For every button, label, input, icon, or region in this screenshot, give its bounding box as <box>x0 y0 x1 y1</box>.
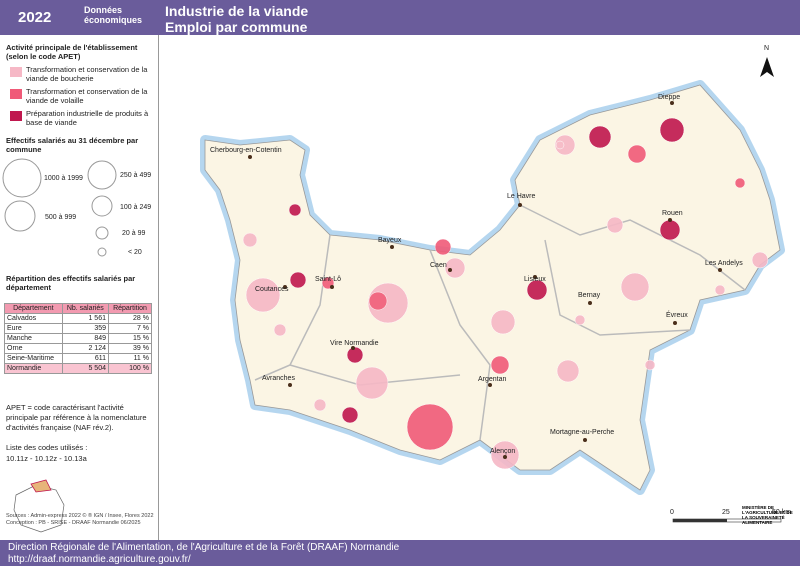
legend-item: Transformation et conservation de la via… <box>26 65 148 83</box>
column-header: Répartition <box>108 303 152 314</box>
size-class: 500 à 999 <box>45 214 76 221</box>
size-class: 1000 à 1999 <box>44 175 83 182</box>
city: Vire Normandie <box>330 340 379 347</box>
city-labels: Dieppe Cherbourg-en-Cotentin Le Havre Ro… <box>210 94 743 455</box>
legend-item: Transformation et conservation de la via… <box>26 87 148 105</box>
city: Lisieux <box>524 276 546 283</box>
size-legend: 1000 à 1999 250 à 499 500 à 999 100 à 24… <box>2 158 151 257</box>
ministry: MINISTÈRE DE L'AGRICULTURE ET DE LA SOUV… <box>742 505 793 525</box>
column-header: Département <box>4 303 63 314</box>
scale-label: 50 km <box>772 509 791 516</box>
year: 2022 <box>18 9 52 26</box>
city: Cherbourg-en-Cotentin <box>210 147 282 154</box>
city: Bayeux <box>378 237 402 244</box>
cell: Orne <box>4 343 63 354</box>
title: Industrie de la viande <box>165 3 309 19</box>
cell: 5 504 <box>61 363 110 374</box>
header: 2022 Données économiques Industrie de la… <box>0 0 800 35</box>
swatch <box>10 111 22 121</box>
city: Le Havre <box>507 193 536 200</box>
footer-url[interactable]: http://draaf.normandie.agriculture.gouv.… <box>8 554 191 565</box>
table-title: Répartition des effectifs salariés par d… <box>6 274 136 292</box>
cell: 7 % <box>108 323 152 334</box>
cell: Seine-Maritime <box>4 353 63 364</box>
table-row: Calvados 1 561 28 % <box>4 313 152 324</box>
cell: 611 <box>61 353 110 364</box>
note: 10.11z - 10.12z - 10.13a <box>6 454 87 463</box>
city: Dieppe <box>658 94 680 101</box>
table-row: Normandie 5 504 100 % <box>4 363 152 374</box>
map: Dieppe Cherbourg-en-Cotentin Le Havre Ro… <box>200 45 791 523</box>
scale-label: 0 <box>670 509 674 516</box>
note: APET = code caractérisant l'activité pri… <box>6 403 147 432</box>
cell: 100 % <box>108 363 152 374</box>
table: Département Nb. salariés Répartition Calvad… <box>4 303 152 374</box>
size-class: 100 à 249 <box>120 204 151 211</box>
source: Sources : Admin-express 2022 © ® IGN / I… <box>6 513 154 519</box>
city: Alençon <box>490 448 515 455</box>
city: Bernay <box>578 292 601 299</box>
city: Mortagne-au-Perche <box>550 429 614 436</box>
bubbles <box>242 117 769 470</box>
cell: 1 561 <box>61 313 110 324</box>
source: Conception : PB - SRISE - DRAAF Normandi… <box>6 520 141 526</box>
sources: Sources : Admin-express 2022 © ® IGN / I… <box>6 513 156 527</box>
city: Saint-Lô <box>315 276 341 283</box>
side-panel: Activité principale de l'établissement (… <box>0 35 159 540</box>
table-row: Eure 359 7 % <box>4 323 152 334</box>
inset-map <box>13 479 65 533</box>
city: Les Andelys <box>705 260 743 267</box>
cell: 28 % <box>108 313 152 324</box>
cell: 849 <box>61 333 110 344</box>
table-header: Département Nb. salariés Répartition <box>4 303 152 314</box>
city: Rouen <box>662 210 683 217</box>
cell: 15 % <box>108 333 152 344</box>
swatch <box>10 89 22 99</box>
city: Argentan <box>478 376 507 383</box>
cell: 11 % <box>108 353 152 364</box>
scale-bar: 0 25 50 km <box>670 509 791 523</box>
size-class: 20 à 99 <box>122 230 145 237</box>
swatch <box>10 67 22 77</box>
city-dots <box>248 101 722 459</box>
table-row: Manche 849 15 % <box>4 333 152 344</box>
city: Coutances <box>255 286 289 293</box>
org: Données économiques <box>84 5 143 25</box>
region <box>204 84 781 491</box>
column-header: Nb. salariés <box>61 303 110 314</box>
cell: Manche <box>4 333 63 344</box>
borders <box>254 204 746 441</box>
table-row: Orne 2 124 39 % <box>4 343 152 354</box>
note: Liste des codes utilisés : <box>6 443 88 452</box>
size-class: 250 à 499 <box>120 172 151 179</box>
cell: Calvados <box>4 313 63 324</box>
table-row: Seine-Maritime 611 11 % <box>4 353 152 364</box>
cell: Normandie <box>4 363 63 374</box>
city: Évreux <box>666 310 688 319</box>
cell: 39 % <box>108 343 152 354</box>
north-arrow <box>760 57 774 77</box>
cell: 2 124 <box>61 343 110 354</box>
city: Avranches <box>262 375 295 382</box>
legend-heading: Activité principale de l'établissement (… <box>6 43 138 61</box>
cell: 359 <box>61 323 110 334</box>
footer: Direction Régionale de l'Alimentation, d… <box>0 540 800 566</box>
subtitle: Emploi par commune <box>165 19 308 35</box>
city: Caen <box>430 262 447 269</box>
scale-label: 25 <box>722 509 730 516</box>
size-class: < 20 <box>128 249 142 256</box>
footer-org: Direction Régionale de l'Alimentation, d… <box>8 542 400 553</box>
cell: Eure <box>4 323 63 334</box>
size-heading: Effectifs salariés au 31 décembre par co… <box>6 136 139 154</box>
north-label: N <box>764 45 769 52</box>
legend-item: Préparation industrielle de produits à b… <box>26 109 149 127</box>
